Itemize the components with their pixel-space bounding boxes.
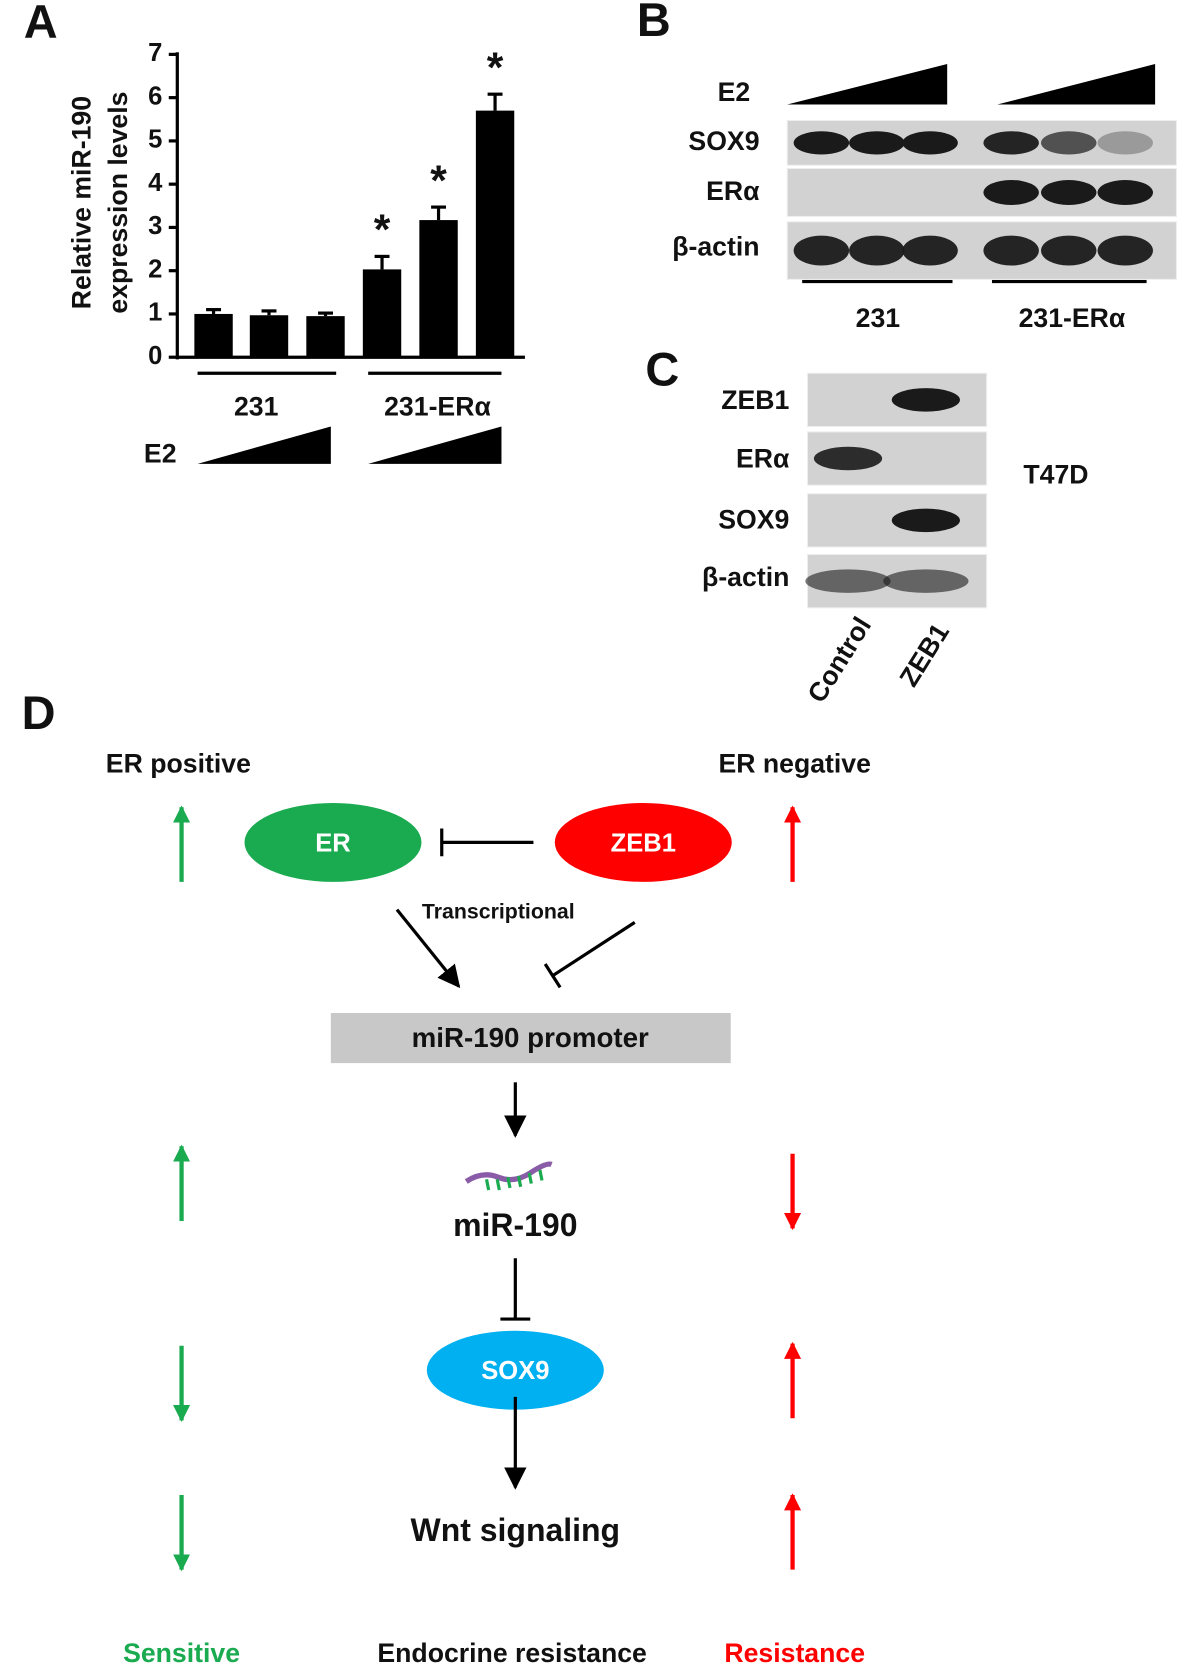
inhibit-edge xyxy=(500,1258,531,1321)
group-label: 231-ERα xyxy=(1019,303,1126,333)
y-tick-label: 1 xyxy=(148,299,162,327)
gradient-triangle xyxy=(997,63,1156,105)
y-tick-label: 2 xyxy=(148,255,162,283)
western-blot: C ZEB1 ERα SOX9 β-actin T47D Control ZEB… xyxy=(645,344,1088,708)
panel-letter: A xyxy=(24,0,58,48)
activate-edge xyxy=(395,908,461,989)
edge-label: Transcriptional xyxy=(422,899,575,923)
side-label: ER negative xyxy=(718,749,870,779)
blot-band xyxy=(1097,131,1153,155)
group-label: 231 xyxy=(234,391,279,421)
pathway-diagram: D ER positive ER negative ER ZEB1 Transc… xyxy=(22,687,871,1668)
bar xyxy=(249,315,289,358)
y-axis-label: Relative miR-190 xyxy=(67,96,97,309)
lane-label: ZEB1 xyxy=(894,618,956,692)
gradient-triangle xyxy=(197,426,331,464)
group-label: 231 xyxy=(856,303,901,333)
blot-band xyxy=(849,235,905,266)
footer-label: Sensitive xyxy=(123,1638,240,1668)
y-tick-label: 5 xyxy=(148,126,162,154)
bar xyxy=(362,269,402,358)
row-label: ZEB1 xyxy=(721,385,789,415)
blot-band xyxy=(1097,179,1153,205)
node-er xyxy=(244,802,422,882)
trend-arrows xyxy=(173,805,802,1572)
significance-label: * xyxy=(374,206,391,254)
blot-band xyxy=(1041,131,1097,155)
gradient-triangle xyxy=(787,63,948,105)
y-tick-label: 4 xyxy=(148,169,163,197)
node-sox9 xyxy=(426,1330,604,1410)
bar-chart: A Relative miR-190 expression levels 231… xyxy=(24,0,525,468)
blot-band xyxy=(883,569,969,593)
inhibit-edge xyxy=(440,828,534,857)
y-tick-label: 7 xyxy=(148,39,162,67)
blot-band xyxy=(813,446,883,471)
significance-label: * xyxy=(430,157,447,205)
node-label: miR-190 promoter xyxy=(412,1022,649,1053)
group-label: 231-ERα xyxy=(384,391,491,421)
blot-band xyxy=(793,235,850,266)
blot-band xyxy=(983,179,1039,205)
blot-band xyxy=(1097,235,1153,266)
treatment-label: E2 xyxy=(144,438,177,468)
significance-label: * xyxy=(487,44,504,92)
bar xyxy=(419,220,458,358)
node-promoter xyxy=(330,1013,731,1064)
panel-letter: B xyxy=(637,0,671,46)
node-label: SOX9 xyxy=(481,1357,549,1385)
row-label: β-actin xyxy=(672,232,759,262)
panel-letter: C xyxy=(645,344,679,396)
y-axis-label: expression levels xyxy=(103,92,133,314)
bar xyxy=(475,110,515,358)
row-label: SOX9 xyxy=(718,504,789,534)
blot-band xyxy=(1041,179,1097,205)
footer-label: Resistance xyxy=(724,1638,865,1668)
blot-band xyxy=(902,131,958,155)
row-label: β-actin xyxy=(702,562,789,592)
blot-band xyxy=(793,131,850,155)
blot-band xyxy=(891,508,960,533)
bar xyxy=(194,313,233,358)
mirna-icon xyxy=(464,1161,553,1191)
blot-band xyxy=(849,131,905,155)
bar xyxy=(306,316,345,358)
treatment-label: E2 xyxy=(718,77,751,107)
row-label: ERα xyxy=(706,176,760,206)
row-label: SOX9 xyxy=(688,126,759,156)
node-label: Wnt signaling xyxy=(411,1512,621,1548)
western-blot: B E2 SOX9 ERα β-actin 231 231-ERα xyxy=(637,0,1177,333)
blot-band xyxy=(1041,235,1097,266)
y-tick-label: 3 xyxy=(148,212,162,240)
blot-band xyxy=(902,235,958,266)
y-tick-label: 6 xyxy=(148,82,162,110)
node-label: miR-190 xyxy=(453,1207,577,1243)
inhibit-edge xyxy=(543,921,636,989)
blot-band xyxy=(983,235,1039,266)
footer-label: Endocrine resistance xyxy=(377,1638,646,1668)
node-label: ZEB1 xyxy=(611,829,676,857)
blot-band xyxy=(891,388,960,412)
blot-band xyxy=(983,131,1039,155)
y-tick-label: 0 xyxy=(148,342,162,370)
lane-label: Control xyxy=(802,612,878,708)
blot-band xyxy=(805,569,891,593)
panel-letter: D xyxy=(22,687,56,739)
side-label: ER positive xyxy=(106,749,251,779)
node-zeb1 xyxy=(554,802,732,882)
gradient-triangle xyxy=(368,426,502,464)
row-label: ERα xyxy=(736,444,790,474)
cell-line-label: T47D xyxy=(1023,460,1088,490)
node-label: ER xyxy=(315,829,351,857)
